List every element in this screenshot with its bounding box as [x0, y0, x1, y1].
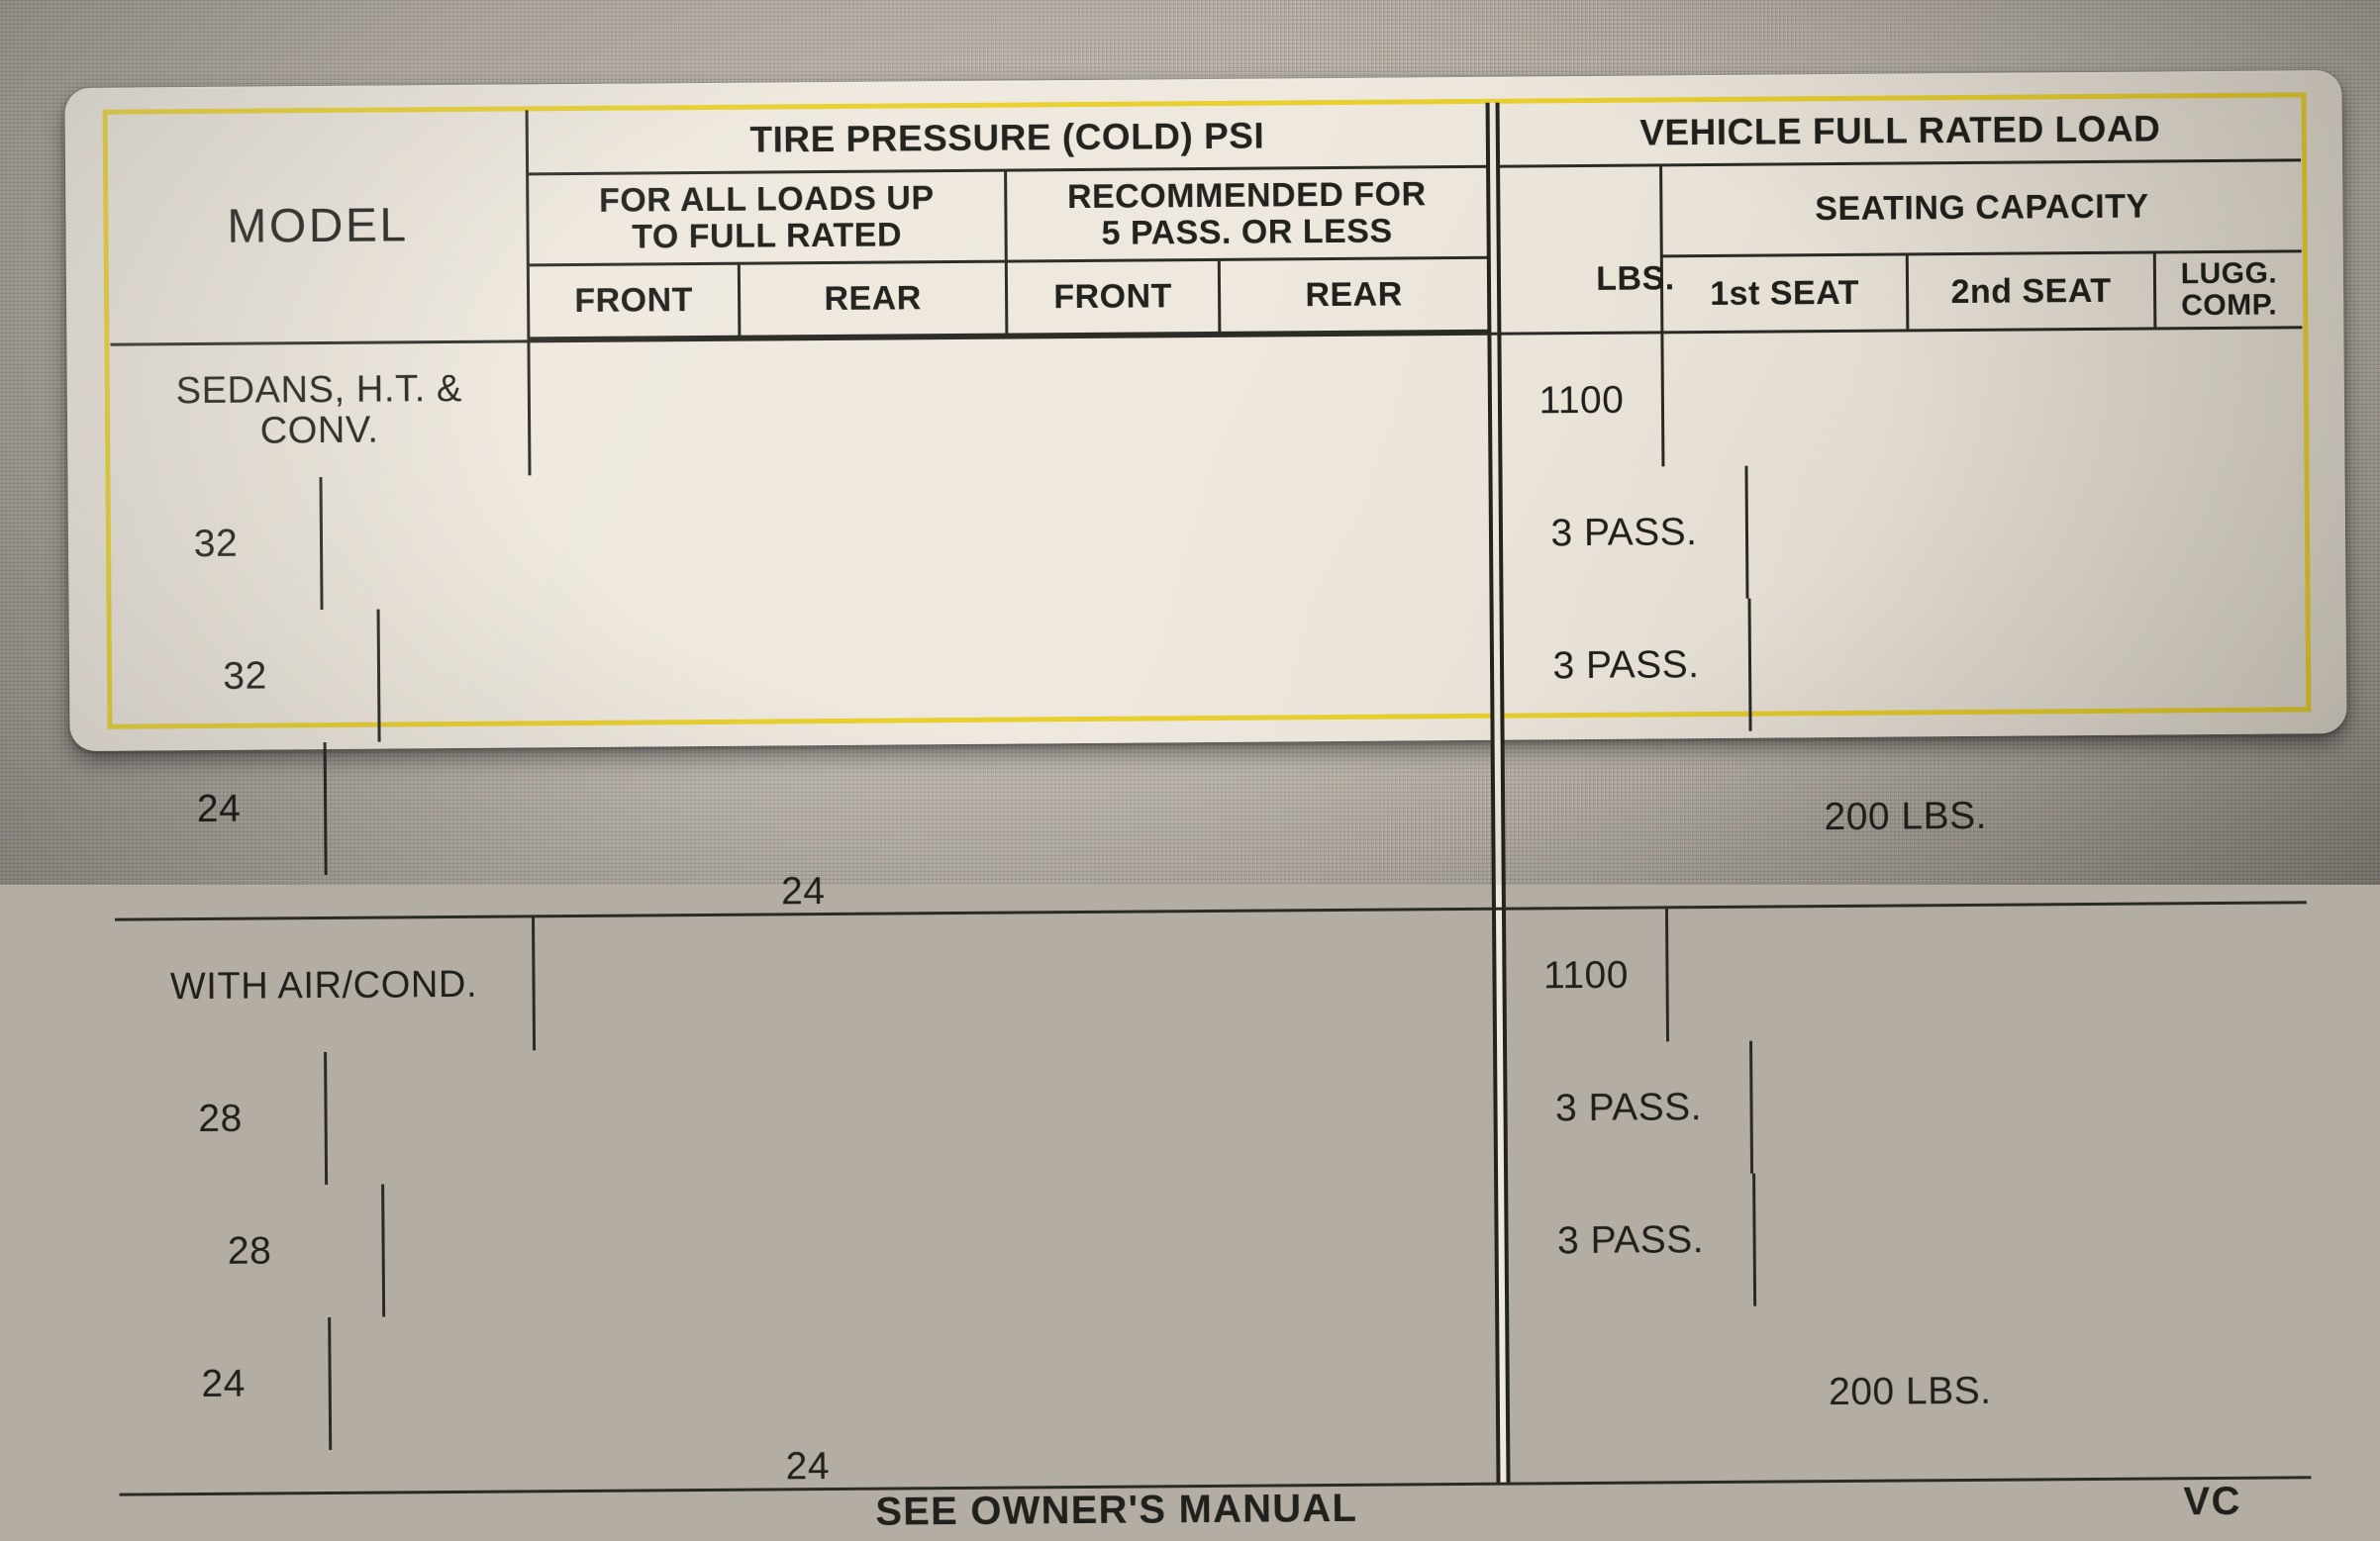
model-header-cell: MODEL	[108, 110, 531, 343]
tire-pressure-group-header: TIRE PRESSURE (COLD) PSI	[528, 102, 1487, 176]
row-full-front-value: 32	[193, 522, 239, 565]
header-full-rear-label: REAR	[824, 279, 922, 319]
row-full-rear: 28	[117, 1184, 386, 1319]
vehicle-load-group-header: VEHICLE FULL RATED LOAD	[1499, 96, 2302, 168]
row-first-seat: 3 PASS.	[1507, 1040, 1754, 1176]
for-all-loads-subheader: FOR ALL LOADS UP TO FULL RATED	[529, 171, 1008, 267]
header-lbs: LBS.	[1553, 194, 1717, 363]
row-rec-rear-value: 24	[780, 870, 826, 914]
photo-background: MODEL TIRE PRESSURE (COLD) PSI FOR ALL L…	[0, 0, 2380, 885]
row-lugg-comp-value: 200 LBS.	[1828, 1369, 1992, 1414]
row-lugg-comp-value: 200 LBS.	[1824, 794, 1988, 839]
row-second-seat-value: 3 PASS.	[1552, 643, 1700, 688]
recommended-line1: RECOMMENDED FOR	[1066, 175, 1427, 216]
table-row: WITH AIR/COND. 28 28 24 24	[114, 901, 2312, 1493]
model-header-label: MODEL	[227, 199, 409, 253]
header-first-seat-label: 1st SEAT	[1710, 273, 1860, 313]
row-first-seat: 3 PASS.	[1502, 465, 1749, 601]
row-lugg-comp: 200 LBS.	[1505, 726, 2307, 907]
seating-capacity-label: SEATING CAPACITY	[1815, 187, 2149, 229]
row-lbs-value: 1100	[1542, 953, 1630, 998]
row-second-seat: 3 PASS.	[1503, 598, 1752, 733]
seating-capacity-subheader: SEATING CAPACITY	[1662, 161, 2302, 258]
table-row: SEDANS, H.T. & CONV. 32 32 24 24	[110, 326, 2307, 918]
row-rec-front-value: 24	[196, 787, 242, 830]
row-second-seat-value: 3 PASS.	[1556, 1218, 1705, 1263]
see-owners-manual-label: SEE OWNER'S MANUAL	[875, 1487, 1358, 1534]
header-full-rear: REAR	[740, 262, 1009, 338]
row-rec-front: 24	[113, 741, 328, 877]
label-code-value: VC	[2183, 1480, 2242, 1524]
for-all-loads-line2: TO FULL RATED	[632, 215, 903, 256]
row-first-seat-value: 3 PASS.	[1550, 511, 1698, 555]
header-second-seat: 2nd SEAT	[1908, 253, 2157, 330]
header-full-front: FRONT	[529, 264, 742, 340]
row-full-rear-value: 28	[227, 1229, 272, 1273]
row-lugg-comp: 200 LBS.	[1509, 1301, 2311, 1482]
tire-pressure-label-card: MODEL TIRE PRESSURE (COLD) PSI FOR ALL L…	[64, 69, 2347, 1541]
row-rec-front: 24	[118, 1317, 333, 1452]
header-rec-front-label: FRONT	[1053, 277, 1173, 317]
row-model-cell: SEDANS, H.T. & CONV.	[110, 342, 532, 479]
row-rec-rear-value: 24	[785, 1445, 831, 1489]
row-first-seat-value: 3 PASS.	[1554, 1086, 1703, 1130]
header-rec-front: FRONT	[1007, 260, 1222, 337]
header-second-seat-label: 2nd SEAT	[1950, 271, 2112, 311]
row-full-rear-value: 32	[223, 654, 267, 698]
for-all-loads-line1: FOR ALL LOADS UP	[598, 178, 935, 220]
row-model-label: WITH AIR/COND.	[169, 963, 478, 1008]
recommended-line2: 5 PASS. OR LESS	[1101, 212, 1393, 252]
row-full-front: 28	[116, 1052, 329, 1187]
group-header-band: MODEL TIRE PRESSURE (COLD) PSI FOR ALL L…	[108, 96, 2303, 343]
header-lugg-comp-label: LUGG. COMP.	[2180, 256, 2278, 323]
row-lbs-value: 1100	[1538, 378, 1625, 423]
specification-table: MODEL TIRE PRESSURE (COLD) PSI FOR ALL L…	[108, 96, 2312, 1541]
header-lbs-label: LBS.	[1596, 258, 1675, 298]
row-rec-front-value: 24	[201, 1362, 247, 1406]
row-full-rear: 32	[112, 609, 381, 744]
row-full-front-value: 28	[198, 1097, 243, 1141]
header-lugg-comp: LUGG. COMP.	[2156, 252, 2303, 327]
row-model-label: SEDANS, H.T. & CONV.	[175, 367, 463, 452]
row-model-cell: WITH AIR/COND.	[115, 917, 537, 1054]
label-code: VC	[2114, 1479, 2312, 1525]
row-second-seat: 3 PASS.	[1508, 1173, 1757, 1308]
tire-pressure-group-label: TIRE PRESSURE (COLD) PSI	[749, 115, 1265, 160]
header-full-front-label: FRONT	[574, 281, 694, 321]
recommended-subheader: RECOMMENDED FOR 5 PASS. OR LESS	[1007, 167, 1487, 263]
row-full-front: 32	[111, 477, 324, 612]
header-rec-rear-label: REAR	[1305, 275, 1403, 315]
vehicle-load-group-label: VEHICLE FULL RATED LOAD	[1639, 107, 2161, 153]
header-rec-rear: REAR	[1220, 258, 1488, 335]
row-lbs: 1100	[1505, 909, 1670, 1043]
